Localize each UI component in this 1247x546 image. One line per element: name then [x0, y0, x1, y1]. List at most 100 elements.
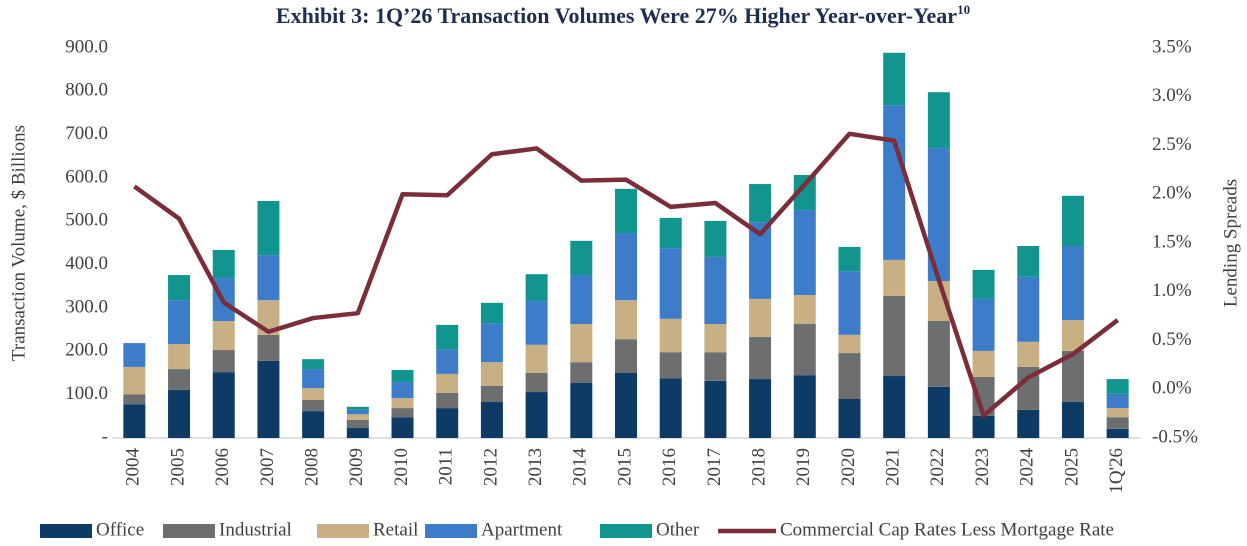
bar-segment: [659, 217, 682, 249]
bar-segment: [168, 369, 191, 390]
bar-segment: [123, 404, 146, 438]
bar-segment: [212, 249, 235, 279]
bar-segment: [525, 373, 548, 393]
bar-segment: [704, 380, 727, 438]
bar-segment: [257, 334, 280, 361]
y-tick-label: 800.0: [65, 80, 108, 101]
bar-segment: [704, 256, 727, 325]
bar-segment: [659, 352, 682, 379]
bar-segment: [257, 200, 280, 256]
x-tick-label: 2010: [391, 448, 412, 486]
y-tick-label: 100.0: [65, 383, 108, 404]
bar-segment: [793, 174, 816, 211]
bar-segment: [704, 352, 727, 381]
legend-label: Retail: [373, 519, 418, 540]
bar-segment: [570, 275, 593, 325]
bar-segment: [883, 376, 906, 438]
bar-segment: [346, 428, 369, 438]
y-tick-label: 600.0: [65, 166, 108, 187]
bar-segment: [525, 274, 548, 302]
bar-segment: [793, 210, 816, 295]
bar-segment: [972, 415, 995, 438]
bar-segment: [615, 233, 637, 301]
bar-segment: [883, 105, 906, 260]
bar-segment: [570, 362, 593, 383]
x-tick-label: 2011: [436, 448, 457, 485]
bar-segment: [838, 353, 861, 399]
bar-segment: [570, 382, 593, 438]
chart-title-group: Exhibit 3: 1Q’26 Transaction Volumes Wer…: [276, 2, 970, 28]
bar-segment: [749, 379, 772, 438]
bar-segment: [302, 411, 325, 438]
bar-segment: [838, 246, 861, 272]
bar-segment: [749, 337, 772, 380]
legend-label: Apartment: [481, 519, 563, 540]
bar-segment: [927, 321, 950, 387]
bar-segment: [525, 392, 548, 438]
bar-segment: [1106, 428, 1129, 438]
bar-segment: [123, 366, 146, 395]
bar-segment: [659, 378, 682, 438]
bar-segment: [1106, 379, 1129, 394]
bar-segment: [927, 386, 950, 438]
bar-segment: [1017, 366, 1040, 410]
bar-segment: [1061, 350, 1084, 403]
bar-segment: [1061, 195, 1084, 247]
legend-swatch: [425, 524, 477, 538]
bar-segment: [1106, 393, 1129, 409]
line-series: [133, 131, 1120, 418]
y2-tick-label: 0.0%: [1152, 378, 1192, 399]
x-tick-label: 2005: [167, 448, 188, 486]
x-tick-label: 2007: [257, 448, 278, 486]
bar-segment: [168, 389, 191, 438]
bar-segment: [480, 386, 503, 403]
bar-segment: [615, 373, 637, 438]
y2-tick-label: 2.0%: [1152, 183, 1192, 204]
y2-tick-label: -0.5%: [1152, 426, 1198, 447]
bar-segment: [391, 408, 414, 418]
bar-segment: [793, 324, 816, 376]
bar-segment: [1017, 409, 1040, 438]
bar-segment: [257, 255, 280, 301]
x-tick-label: 2018: [748, 448, 769, 486]
bar-segment: [212, 321, 235, 351]
y-tick-label: 900.0: [65, 36, 108, 57]
y2-tick-label: 0.5%: [1152, 329, 1192, 350]
bar-segment: [659, 248, 682, 319]
x-tick-label: 2009: [346, 448, 367, 486]
bar-segment: [480, 362, 503, 386]
bar-segment: [480, 402, 503, 438]
x-tick-label: 2013: [525, 448, 546, 486]
bar-segment: [972, 350, 995, 377]
y2-tick-label: 1.0%: [1152, 280, 1192, 301]
bar-segment: [212, 372, 235, 438]
bar-segment: [883, 52, 906, 106]
bar-segment: [972, 298, 995, 351]
bar-segment: [793, 295, 816, 325]
y2-tick-label: 3.0%: [1152, 85, 1192, 106]
bar-segment: [927, 148, 950, 282]
bar-segment: [123, 343, 146, 367]
x-tick-label: 2015: [614, 448, 635, 486]
x-tick-label: 2023: [972, 448, 993, 486]
bar-segment: [436, 324, 459, 350]
legend-label: Other: [656, 519, 700, 540]
bar-segment: [570, 324, 593, 363]
y2-tick-label: 2.5%: [1152, 134, 1192, 155]
bar-segment: [391, 398, 414, 409]
bar-segment: [346, 419, 369, 429]
x-tick-label: 2021: [883, 448, 904, 486]
bar-segment: [525, 344, 548, 373]
bar-segment: [749, 222, 772, 299]
legend-label: Commercial Cap Rates Less Mortgage Rate: [780, 519, 1114, 540]
bar-segment: [749, 298, 772, 338]
bar-segment: [1061, 320, 1084, 351]
bar-segment: [436, 349, 459, 374]
x-tick-label: 2012: [480, 448, 501, 486]
legend-swatch: [40, 524, 92, 538]
x-tick-label: 2014: [570, 448, 591, 487]
bar-segment: [749, 184, 772, 223]
bar-segment: [1017, 341, 1040, 367]
bar-segment: [168, 343, 191, 370]
